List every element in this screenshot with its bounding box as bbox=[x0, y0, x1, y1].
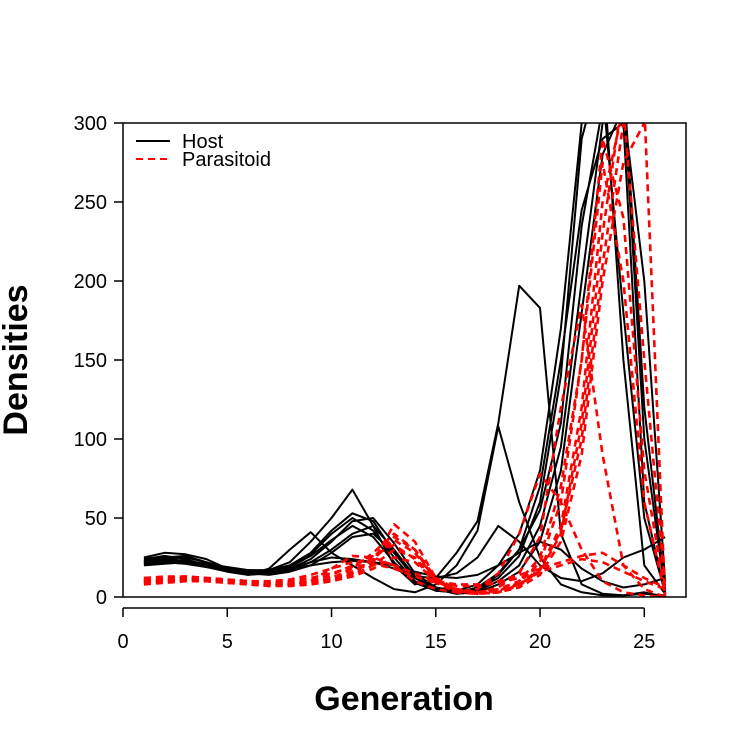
x-tick-label: 0 bbox=[117, 631, 128, 653]
y-tick-label: 0 bbox=[96, 587, 107, 609]
x-tick-label: 20 bbox=[529, 631, 551, 653]
x-axis-title: Generation bbox=[314, 680, 493, 718]
y-tick-label: 300 bbox=[74, 113, 107, 135]
x-tick-label: 25 bbox=[633, 631, 655, 653]
x-tick-label: 10 bbox=[320, 631, 342, 653]
y-tick-label: 50 bbox=[85, 508, 107, 530]
series-layer bbox=[143, 123, 667, 597]
x-tick-label: 5 bbox=[222, 631, 233, 653]
parasitoid-series-line-19 bbox=[143, 557, 666, 591]
plot-frame bbox=[122, 122, 687, 598]
legend: Host Parasitoid bbox=[136, 131, 271, 171]
parasitoid-series-line-13 bbox=[143, 123, 667, 596]
x-tick-label: 15 bbox=[425, 631, 447, 653]
y-tick-label: 150 bbox=[74, 350, 107, 372]
legend-label-host: Host bbox=[182, 131, 224, 153]
parasitoid-series-line-18 bbox=[143, 551, 666, 589]
host-series-line-1 bbox=[143, 284, 666, 597]
y-tick-label: 100 bbox=[74, 429, 107, 451]
parasitoid-series-line-17 bbox=[143, 123, 667, 597]
y-tick-label: 200 bbox=[74, 271, 107, 293]
host-series-line-3 bbox=[143, 123, 666, 595]
y-tick-label: 250 bbox=[74, 192, 107, 214]
y-axis-title: Densities bbox=[0, 284, 35, 435]
legend-label-parasitoid: Parasitoid bbox=[182, 149, 271, 171]
